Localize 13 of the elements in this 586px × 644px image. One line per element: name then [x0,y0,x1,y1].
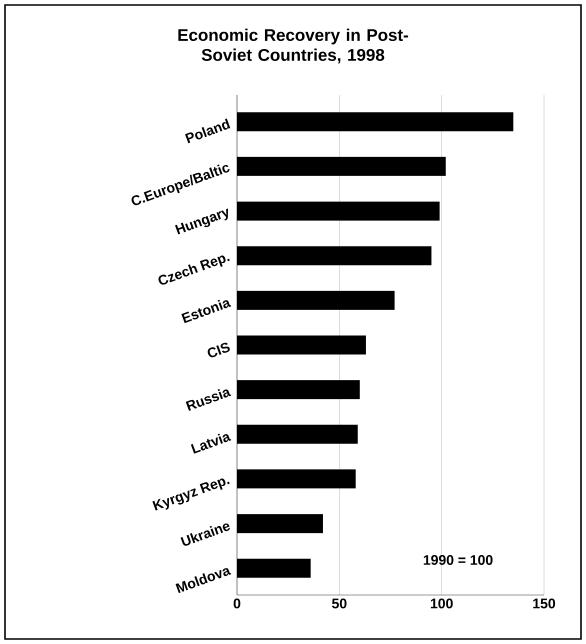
y-tick-label: CIS [208,342,230,358]
x-tick-label: 0 [234,598,240,608]
y-tick-label: Ukraine [180,523,230,546]
x-tick-label: 50 [332,598,347,608]
y-tick-label: Kyrgyz Rep. [152,478,230,510]
y-tick-label: Russia [186,389,232,411]
y-tick-label: Estonia [181,300,232,324]
x-tick-label: 150 [533,598,556,608]
x-tick-label: 100 [430,598,453,608]
y-tick-label: Czech Rep. [158,256,230,285]
annotation: 1990 = 100 [424,555,493,565]
chart-title: Economic Recovery in Post-Soviet Countries, 1998 [178,28,408,64]
y-tick-label: Latvia [190,434,232,454]
